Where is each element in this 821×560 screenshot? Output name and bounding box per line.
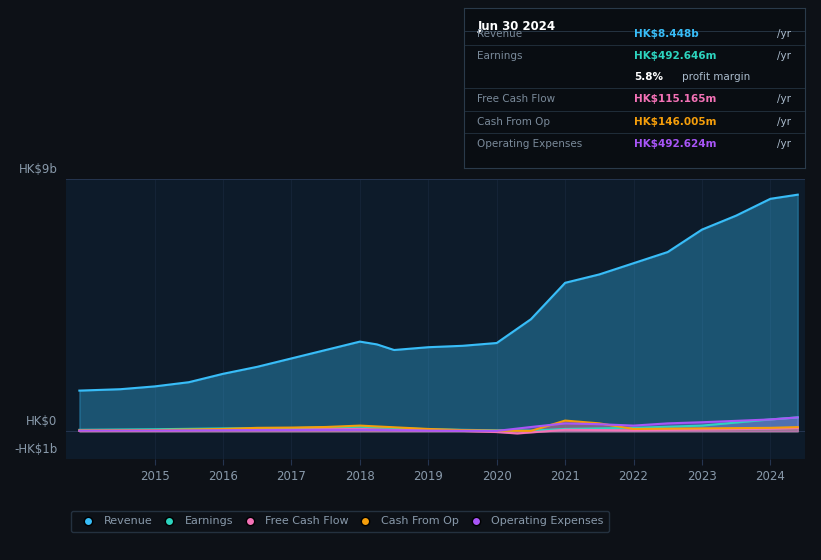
Text: HK$146.005m: HK$146.005m (635, 116, 717, 127)
Text: HK$9b: HK$9b (19, 164, 57, 176)
Text: Cash From Op: Cash From Op (478, 116, 551, 127)
Text: /yr: /yr (777, 95, 791, 104)
Text: /yr: /yr (777, 52, 791, 61)
Text: HK$8.448b: HK$8.448b (635, 29, 699, 39)
Text: Revenue: Revenue (478, 29, 523, 39)
Text: HK$492.646m: HK$492.646m (635, 52, 717, 61)
Text: HK$492.624m: HK$492.624m (635, 139, 717, 149)
Text: Operating Expenses: Operating Expenses (478, 139, 583, 149)
Legend: Revenue, Earnings, Free Cash Flow, Cash From Op, Operating Expenses: Revenue, Earnings, Free Cash Flow, Cash … (71, 511, 609, 532)
Text: 5.8%: 5.8% (635, 72, 663, 82)
Text: HK$115.165m: HK$115.165m (635, 95, 717, 104)
Text: profit margin: profit margin (682, 72, 750, 82)
Text: /yr: /yr (777, 116, 791, 127)
Text: -HK$1b: -HK$1b (14, 444, 57, 456)
Text: Jun 30 2024: Jun 30 2024 (478, 20, 556, 32)
Text: /yr: /yr (777, 29, 791, 39)
Text: Earnings: Earnings (478, 52, 523, 61)
Text: /yr: /yr (777, 139, 791, 149)
Text: HK$0: HK$0 (26, 416, 57, 428)
Text: Free Cash Flow: Free Cash Flow (478, 95, 556, 104)
